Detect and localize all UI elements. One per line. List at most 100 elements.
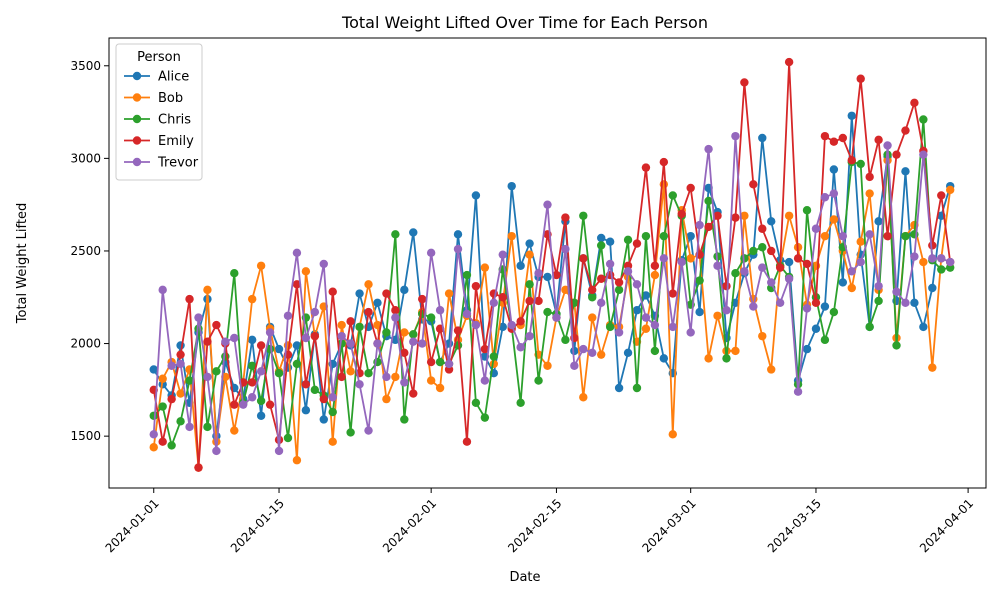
data-point: [426, 248, 436, 258]
data-point: [928, 363, 937, 372]
data-point: [176, 389, 185, 398]
data-point: [346, 428, 355, 437]
data-point: [829, 215, 839, 224]
legend-swatch-marker: [132, 93, 142, 102]
data-point: [382, 394, 391, 404]
data-point: [614, 328, 624, 337]
data-point: [650, 261, 660, 270]
legend-item-trevor: Trevor: [124, 156, 199, 171]
data-point: [919, 257, 928, 267]
data-point: [453, 326, 463, 335]
data-point: [185, 294, 194, 304]
data-point: [409, 389, 418, 398]
data-point: [775, 298, 785, 308]
data-point: [820, 231, 830, 241]
data-point: [946, 185, 955, 195]
data-point: [400, 328, 409, 337]
data-point: [409, 330, 418, 339]
data-point: [525, 250, 534, 259]
data-point: [659, 254, 669, 263]
data-point: [874, 296, 883, 306]
data-point: [695, 276, 704, 285]
data-point: [605, 259, 615, 269]
data-point: [829, 165, 839, 174]
data-point: [820, 302, 830, 311]
data-point: [525, 296, 534, 306]
data-point: [292, 280, 302, 289]
series-line: [152, 135, 951, 452]
data-point: [230, 333, 239, 343]
data-point: [301, 380, 311, 389]
data-point: [176, 417, 185, 426]
series-trevor: [149, 131, 955, 456]
data-point: [247, 361, 257, 370]
data-point: [337, 320, 346, 330]
data-point: [910, 298, 919, 308]
data-point: [239, 400, 248, 409]
data-point: [650, 320, 660, 330]
data-point: [391, 313, 400, 322]
data-point: [605, 237, 615, 246]
data-point: [373, 339, 382, 348]
data-point: [937, 254, 946, 263]
data-point: [811, 298, 821, 308]
data-point: [901, 298, 910, 308]
data-point: [516, 317, 525, 326]
data-point: [435, 383, 445, 393]
data-point: [722, 354, 731, 363]
data-point: [265, 400, 275, 409]
data-point: [704, 354, 713, 363]
data-point: [802, 206, 812, 215]
data-point: [614, 278, 624, 287]
data-point: [928, 254, 937, 263]
data-point: [901, 231, 910, 241]
data-point: [534, 296, 543, 306]
data-point: [704, 196, 713, 206]
data-point: [373, 298, 382, 308]
data-point: [391, 306, 400, 315]
data-point: [149, 365, 158, 374]
data-point: [355, 380, 364, 389]
data-point: [149, 443, 158, 452]
data-point: [498, 322, 507, 332]
data-point: [409, 228, 418, 237]
series-alice: [149, 111, 955, 441]
x-tick-label: 2024-03-01: [640, 496, 699, 555]
data-point: [686, 254, 695, 263]
data-point: [552, 313, 561, 322]
data-point: [516, 398, 525, 408]
legend-item-chris: Chris: [124, 113, 191, 128]
y-axis: 1500 2000 2500 3000 3500: [70, 59, 109, 443]
data-point: [596, 298, 606, 308]
data-point: [865, 322, 874, 332]
data-point: [677, 209, 686, 219]
data-point: [426, 376, 436, 385]
data-point: [722, 281, 731, 291]
data-point: [256, 341, 266, 350]
data-point: [847, 283, 856, 293]
data-point: [176, 341, 185, 350]
data-point: [937, 191, 946, 200]
data-point: [543, 272, 552, 282]
data-point: [176, 350, 185, 359]
data-point: [847, 267, 856, 276]
legend-swatch-marker: [132, 114, 142, 124]
data-point: [596, 350, 606, 359]
data-point: [892, 150, 901, 159]
data-point: [525, 239, 534, 248]
data-point: [149, 430, 158, 439]
data-point: [901, 126, 910, 135]
data-point: [471, 281, 481, 291]
data-point: [194, 313, 203, 322]
data-point: [883, 141, 892, 150]
data-point: [480, 376, 490, 385]
data-point: [901, 167, 910, 176]
data-point: [355, 322, 364, 332]
data-point: [668, 322, 677, 332]
data-point: [713, 211, 722, 220]
data-point: [767, 217, 776, 226]
data-point: [847, 156, 856, 165]
data-point: [749, 246, 758, 256]
data-point: [695, 220, 704, 230]
data-point: [247, 393, 257, 402]
